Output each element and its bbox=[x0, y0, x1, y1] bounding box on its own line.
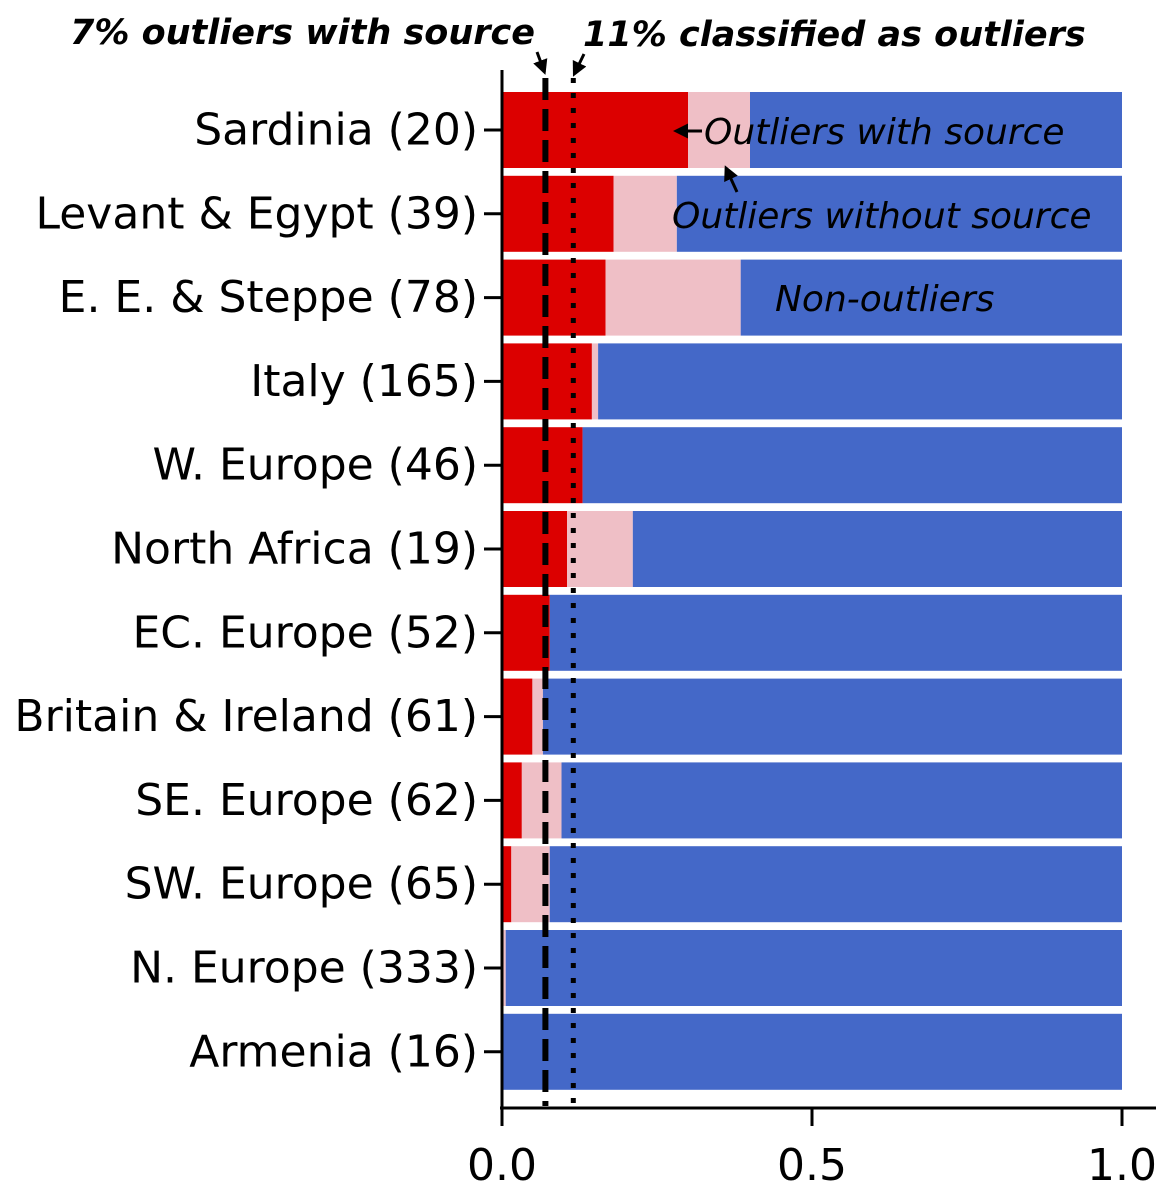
bar-non-outliers-italy-165 bbox=[598, 343, 1122, 420]
category-label: EC. Europe (52) bbox=[132, 607, 478, 658]
series-label-non-outliers: Non-outliers bbox=[775, 279, 994, 320]
bar-outliers-without-source-north-africa-19 bbox=[567, 511, 633, 587]
bar-non-outliers-armenia-16 bbox=[502, 1013, 1122, 1090]
bar-outliers-with-source-ec-europe-52 bbox=[502, 594, 550, 671]
category-label: N. Europe (333) bbox=[130, 943, 478, 994]
reference-label-dashed: 7% outliers with source bbox=[70, 13, 535, 53]
category-labels-group: Sardinia (20) Levant & Egypt (39) E. E. & … bbox=[14, 105, 478, 1078]
reference-arrow-dotted bbox=[572, 53, 587, 77]
bar-outliers-with-source-north-africa-19 bbox=[502, 511, 568, 587]
bar-outliers-without-source-italy-165 bbox=[591, 343, 599, 420]
category-label: SW. Europe (65) bbox=[125, 859, 478, 910]
bar-non-outliers-se-europe-62 bbox=[561, 762, 1122, 839]
bar-non-outliers-e-e-steppe-78 bbox=[740, 259, 1122, 336]
bar-non-outliers-ec-europe-52 bbox=[549, 594, 1122, 671]
axes-group: 0.0 0.5 1.0 bbox=[467, 70, 1157, 1191]
bar-non-outliers-levant-egypt-39 bbox=[676, 175, 1122, 252]
bar-outliers-with-source-sw-europe-65 bbox=[502, 846, 512, 923]
bar-outliers-with-source-levant-egypt-39 bbox=[502, 175, 614, 252]
bar-outliers-with-source-sardinia-20 bbox=[502, 92, 688, 168]
category-label: Levant & Egypt (39) bbox=[36, 188, 479, 239]
bar-outliers-with-source-britain-ireland-61 bbox=[502, 678, 533, 755]
bar-outliers-with-source-e-e-steppe-78 bbox=[502, 259, 606, 336]
bar-outliers-without-source-e-e-steppe-78 bbox=[605, 259, 741, 336]
bar-outliers-without-source-n-europe-333 bbox=[502, 930, 506, 1006]
bar-non-outliers-north-africa-19 bbox=[632, 511, 1122, 587]
bar-non-outliers-sardinia-20 bbox=[750, 92, 1122, 168]
x-tick-label: 0.5 bbox=[777, 1140, 847, 1191]
bar-outliers-without-source-se-europe-62 bbox=[521, 762, 562, 839]
bar-outliers-without-source-britain-ireland-61 bbox=[532, 678, 543, 755]
bar-non-outliers-n-europe-333 bbox=[505, 930, 1123, 1006]
x-tick-label: 1.0 bbox=[1087, 1140, 1157, 1191]
bar-non-outliers-sw-europe-65 bbox=[549, 846, 1122, 923]
category-label: E. E. & Steppe (78) bbox=[59, 272, 478, 323]
bar-outliers-without-source-levant-egypt-39 bbox=[613, 175, 677, 252]
series-arrow-outliers-without-source bbox=[724, 165, 739, 193]
bar-outliers-with-source-se-europe-62 bbox=[502, 762, 522, 839]
annotations-group: 7% outliers with source 11% classified as… bbox=[70, 13, 1092, 1106]
series-label-outliers-without-source: Outliers without source bbox=[672, 196, 1092, 237]
bar-non-outliers-britain-ireland-61 bbox=[542, 678, 1122, 755]
category-label: W. Europe (46) bbox=[153, 440, 478, 491]
category-label: Britain & Ireland (61) bbox=[14, 691, 478, 742]
category-label: Italy (165) bbox=[250, 356, 478, 407]
bars-group bbox=[502, 92, 1123, 1090]
category-label: Sardinia (20) bbox=[194, 105, 478, 156]
category-label: North Africa (19) bbox=[111, 524, 478, 575]
bar-non-outliers-w-europe-46 bbox=[582, 427, 1122, 504]
x-tick-label: 0.0 bbox=[467, 1140, 537, 1191]
category-label: SE. Europe (62) bbox=[135, 775, 478, 826]
bar-outliers-with-source-w-europe-46 bbox=[502, 427, 583, 504]
category-label: Armenia (16) bbox=[189, 1026, 478, 1077]
reference-label-dotted: 11% classified as outliers bbox=[583, 15, 1086, 55]
reference-arrow-dashed bbox=[533, 51, 548, 75]
series-label-outliers-with-source: Outliers with source bbox=[704, 112, 1065, 153]
